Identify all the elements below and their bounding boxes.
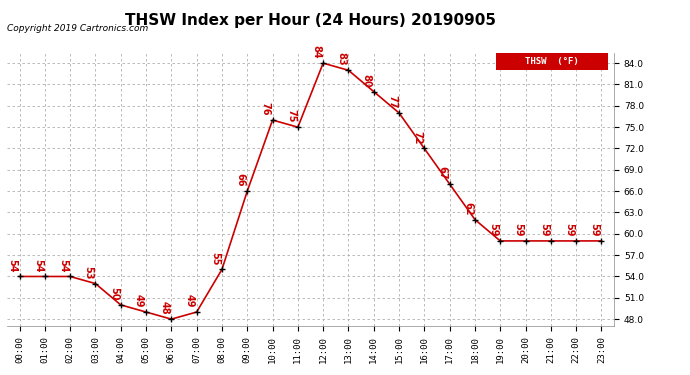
Text: THSW Index per Hour (24 Hours) 20190905: THSW Index per Hour (24 Hours) 20190905 — [125, 13, 496, 28]
Text: 77: 77 — [387, 95, 397, 109]
Text: 75: 75 — [286, 110, 296, 123]
Text: 49: 49 — [185, 294, 195, 308]
Text: 59: 59 — [589, 223, 600, 237]
Text: 72: 72 — [413, 131, 422, 144]
Text: 54: 54 — [33, 259, 43, 272]
Text: 55: 55 — [210, 252, 220, 265]
Text: 67: 67 — [437, 166, 448, 180]
Text: Copyright 2019 Cartronics.com: Copyright 2019 Cartronics.com — [7, 24, 148, 33]
Text: 54: 54 — [8, 259, 18, 272]
Text: 48: 48 — [159, 302, 170, 315]
Text: 84: 84 — [311, 45, 322, 59]
Text: 53: 53 — [83, 266, 94, 279]
Text: 59: 59 — [539, 223, 549, 237]
Text: 59: 59 — [489, 223, 498, 237]
Text: 59: 59 — [513, 223, 524, 237]
Text: 66: 66 — [235, 174, 246, 187]
Text: 83: 83 — [337, 53, 346, 66]
Text: 54: 54 — [58, 259, 68, 272]
Text: 80: 80 — [362, 74, 372, 87]
Text: 50: 50 — [109, 287, 119, 301]
Text: 62: 62 — [463, 202, 473, 215]
Text: 76: 76 — [261, 102, 270, 116]
Text: 59: 59 — [564, 223, 574, 237]
Text: 49: 49 — [134, 294, 144, 308]
